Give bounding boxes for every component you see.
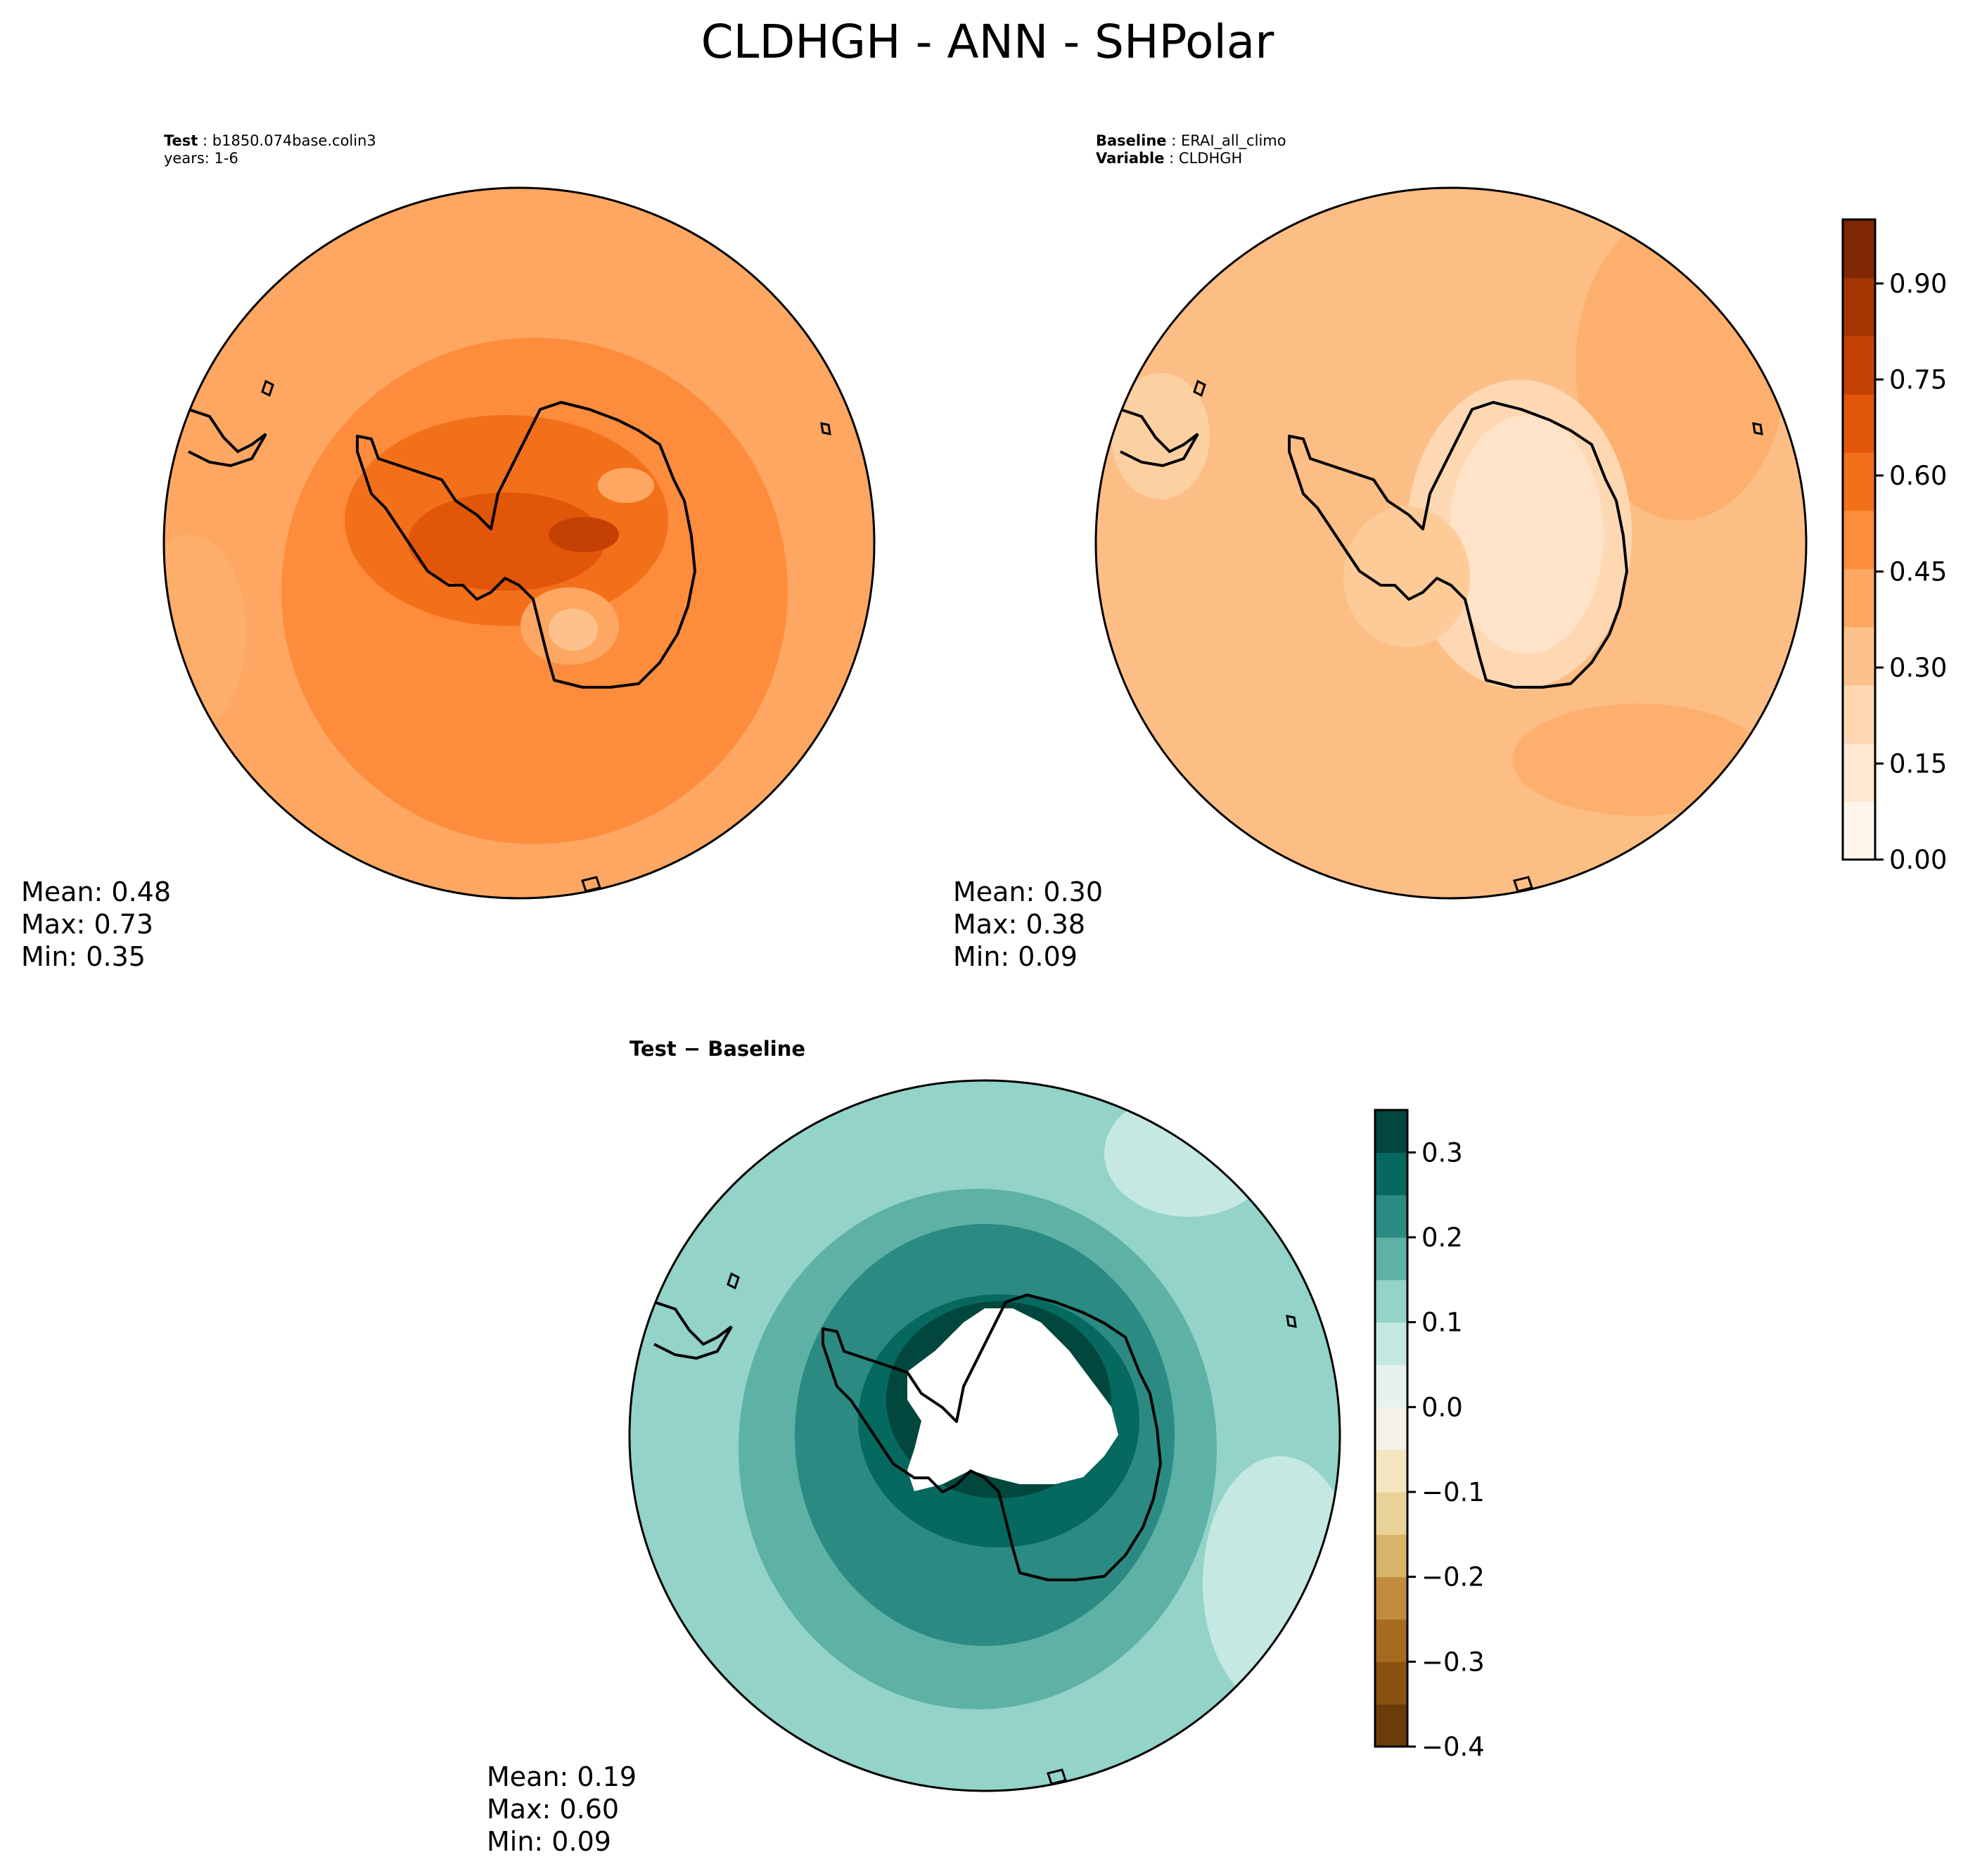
colorbar-diff-tick-label: −0.3: [1421, 1647, 1485, 1677]
colorbar-diff-tick-label: −0.2: [1421, 1562, 1485, 1593]
diff-stats: Mean: 0.19 Max: 0.60 Min: 0.09: [487, 1761, 637, 1858]
colorbar-diff-swatch: [1375, 1194, 1407, 1238]
colorbar-diff-swatch: [1375, 1407, 1407, 1450]
colorbar-main-swatch: [1843, 743, 1875, 802]
colorbar-diff-tick-label: 0.3: [1421, 1137, 1463, 1168]
colorbar-main-swatch: [1843, 801, 1875, 860]
colorbar-main-tick-label: 0.00: [1889, 845, 1947, 875]
colorbar-main-swatch: [1843, 277, 1875, 337]
colorbar-main-swatch: [1843, 627, 1875, 686]
variable-label: Variable: [1096, 150, 1165, 167]
baseline-stats: Mean: 0.30 Max: 0.38 Min: 0.09: [953, 876, 1103, 973]
colorbar-main-frame: [1841, 218, 1877, 861]
test-meta: Test : b1850.074base.colin3 years: 1-6: [164, 132, 376, 167]
colorbar-diff-tick-label: 0.0: [1421, 1392, 1463, 1422]
colorbar-diff-swatch: [1375, 1280, 1407, 1323]
colorbar-diff-swatch: [1375, 1152, 1407, 1196]
diff-mean: Mean: 0.19: [487, 1761, 637, 1792]
colorbar-diff-swatch: [1375, 1110, 1407, 1153]
colorbar-diff-swatch: [1375, 1576, 1407, 1620]
colorbar-main-swatch: [1843, 394, 1875, 453]
colorbar-main-swatch: [1843, 684, 1875, 744]
colorbar-diff-tick-label: −0.1: [1421, 1477, 1485, 1507]
colorbar-diff-swatch: [1375, 1365, 1407, 1408]
colorbar-main-swatch: [1843, 452, 1875, 511]
test-min: Min: 0.35: [21, 941, 146, 972]
baseline-max: Max: 0.38: [953, 909, 1086, 940]
colorbar-main-swatch: [1843, 568, 1875, 627]
colorbar-diff-tick-label: 0.1: [1421, 1308, 1463, 1338]
colorbar-main-tick-label: 0.60: [1889, 461, 1947, 491]
diff-title: Test − Baseline: [629, 1037, 806, 1061]
colorbar-diff: −0.4 −0.3 −0.2 −0.1 0.0 0.1 0.2 0.3: [1374, 1109, 1485, 1762]
colorbar-diff-swatch: [1375, 1704, 1407, 1747]
variable-name: CLDHGH: [1178, 150, 1243, 167]
diff-map: [628, 1079, 1341, 1792]
colorbar-main: 0.00 0.15 0.30 0.45 0.60 0.75 0.90: [1841, 218, 1947, 875]
test-mean: Mean: 0.48: [21, 876, 172, 907]
colorbar-main-tick-label: 0.75: [1889, 365, 1947, 395]
colorbar-diff-tick-label: 0.2: [1421, 1223, 1463, 1253]
colorbar-main-tick-label: 0.45: [1889, 557, 1947, 587]
diff-min: Min: 0.09: [487, 1826, 611, 1857]
test-years: years: 1-6: [164, 150, 238, 167]
colorbar-diff-swatch: [1375, 1534, 1407, 1578]
baseline-label: Baseline: [1096, 132, 1167, 149]
baseline-min: Min: 0.09: [953, 941, 1078, 972]
baseline-map: [1094, 186, 1808, 900]
colorbar-main-swatch: [1843, 219, 1875, 279]
colorbar-diff-swatch: [1375, 1661, 1407, 1705]
test-max: Max: 0.73: [21, 909, 154, 940]
colorbar-diff-frame: [1374, 1109, 1409, 1748]
baseline-meta: Baseline : ERAI_all_climo Variable : CLD…: [1096, 132, 1286, 167]
figure-title: CLDHGH - ANN - SHPolar: [701, 15, 1274, 69]
test-stats: Mean: 0.48 Max: 0.73 Min: 0.35: [21, 876, 171, 973]
colorbar-main-tick-label: 0.15: [1889, 749, 1947, 779]
test-label: Test: [164, 132, 198, 149]
colorbar-main-tick-label: 0.30: [1889, 653, 1947, 683]
colorbar-diff-swatch: [1375, 1492, 1407, 1535]
test-map: [162, 186, 876, 900]
baseline-name: ERAI_all_climo: [1180, 132, 1286, 149]
baseline-mean: Mean: 0.30: [953, 876, 1104, 907]
colorbar-main-swatch: [1843, 510, 1875, 569]
colorbar-diff-swatch: [1375, 1619, 1407, 1662]
colorbar-main-tick-label: 0.90: [1889, 269, 1947, 299]
colorbar-diff-swatch: [1375, 1237, 1407, 1280]
test-name: b1850.074base.colin3: [212, 132, 376, 149]
diff-max: Max: 0.60: [487, 1794, 620, 1825]
colorbar-diff-swatch: [1375, 1449, 1407, 1493]
colorbar-diff-swatch: [1375, 1322, 1407, 1365]
colorbar-main-swatch: [1843, 336, 1875, 395]
colorbar-diff-tick-label: −0.4: [1421, 1732, 1485, 1762]
